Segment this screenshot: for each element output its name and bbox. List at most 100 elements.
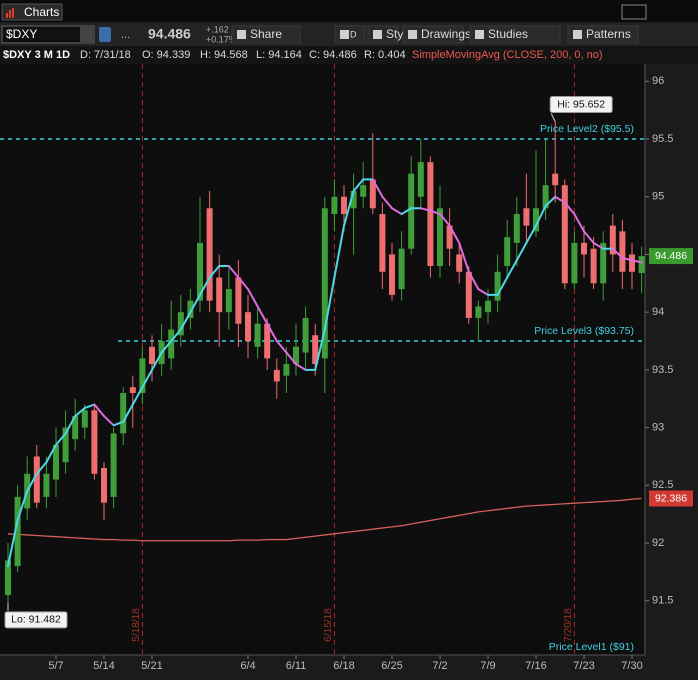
ma-segment [419, 207, 432, 212]
ma-segment [131, 386, 144, 406]
plot-area[interactable] [0, 64, 645, 655]
y-tick-label: 95.5 [652, 133, 673, 145]
ma-segment [55, 432, 67, 446]
candle-body [600, 242, 607, 284]
candle-body [120, 392, 127, 434]
tab-icon [9, 10, 11, 18]
ma-segment [631, 259, 643, 264]
ma-segment [544, 195, 557, 207]
toolbar-button[interactable] [567, 25, 639, 44]
candle-body [552, 173, 559, 186]
dropdown[interactable] [80, 27, 93, 42]
candle-body [456, 254, 463, 272]
last-price: 94.486 [148, 26, 191, 42]
candle-body [485, 300, 491, 313]
button-label: Drawings [421, 27, 471, 41]
ma-segment [151, 351, 163, 371]
toolbar-button[interactable] [231, 25, 301, 44]
candle-body [72, 416, 79, 440]
date-marker-label: 7/20/18 [563, 608, 574, 642]
ma-segment [93, 403, 105, 418]
candle-body [533, 208, 539, 232]
candle-body [446, 225, 453, 249]
date-marker-label: 5/18/18 [131, 608, 142, 642]
button-label: D [350, 29, 357, 39]
button-label: Studies [488, 27, 528, 41]
button-icon [340, 30, 349, 39]
ma-segment [343, 189, 355, 227]
candle-body [206, 208, 213, 301]
ma-segment [112, 420, 125, 427]
candle-body [494, 271, 501, 301]
candle-body [465, 271, 472, 318]
candle-body [264, 323, 271, 359]
symbol-input[interactable] [1, 25, 95, 44]
ma-segment [295, 363, 307, 371]
sma200-tag: 92.386 [655, 492, 687, 504]
more[interactable]: ... [121, 29, 130, 41]
button-icon [237, 30, 246, 39]
ma-segment [179, 311, 192, 331]
net-change: +.162 [206, 24, 229, 34]
link-button[interactable] [99, 27, 111, 42]
candle-body [101, 468, 107, 503]
y-tick-label: 96 [652, 75, 664, 87]
candle-body [245, 312, 251, 342]
candle-body [62, 427, 69, 463]
x-tick-label: 6/25 [381, 660, 402, 672]
x-tick-label: 6/11 [286, 660, 307, 672]
pct-change: +0.17% [206, 34, 237, 44]
ma-segment [122, 403, 134, 423]
x-tick-label: 5/14 [93, 660, 114, 672]
date-marker-label: 6/15/18 [323, 608, 334, 642]
window-button[interactable] [621, 4, 647, 20]
ma-segment [35, 461, 48, 475]
hi-label: Hi: 95.652 [557, 98, 605, 110]
ma-segment [208, 265, 221, 279]
ma-segment [371, 178, 384, 198]
y-tick-label: 94 [652, 306, 664, 318]
candle-body [81, 410, 88, 428]
ma-segment [439, 213, 451, 227]
ma-segment [103, 415, 115, 427]
ma-segment [525, 224, 537, 244]
x-tick-label: 7/2 [432, 660, 447, 672]
ma-segment [275, 340, 288, 354]
ma-segment [621, 256, 633, 262]
candle-body [283, 364, 290, 376]
x-tick-label: 5/21 [141, 660, 162, 672]
price-level-label: Price Level3 ($93.75) [534, 325, 634, 337]
x-tick-label: 5/7 [48, 660, 63, 672]
button-icon [475, 30, 484, 39]
tab-icon [12, 8, 14, 18]
info-bar [0, 46, 698, 64]
button-icon [408, 30, 417, 39]
candle-body [408, 173, 415, 249]
candle-body [197, 242, 203, 301]
ma-segment [333, 224, 345, 279]
x-tick-label: 7/9 [480, 660, 495, 672]
candle-body [312, 335, 319, 365]
candle-body [129, 387, 136, 393]
tab[interactable] [1, 3, 63, 21]
ma-segment [45, 443, 57, 464]
ma-segment [391, 207, 403, 216]
toolbar-button[interactable] [469, 25, 561, 44]
y-tick-label: 95 [652, 191, 664, 203]
info-high: H: 94.568 [200, 49, 248, 61]
candle-body [609, 225, 616, 255]
candle-body [139, 358, 146, 393]
ma-segment [16, 490, 29, 521]
lo-box [4, 611, 68, 629]
ma-segment [563, 201, 576, 216]
toolbar-button[interactable] [402, 25, 464, 44]
sma200-tag-box [649, 490, 693, 507]
ma-segment [592, 241, 605, 250]
ma-segment [506, 259, 518, 279]
ma-segment [496, 276, 509, 296]
y-tick-label: 93 [652, 422, 664, 434]
candle-body [437, 208, 443, 267]
candle-body [149, 346, 155, 365]
ma-segment [170, 328, 182, 343]
